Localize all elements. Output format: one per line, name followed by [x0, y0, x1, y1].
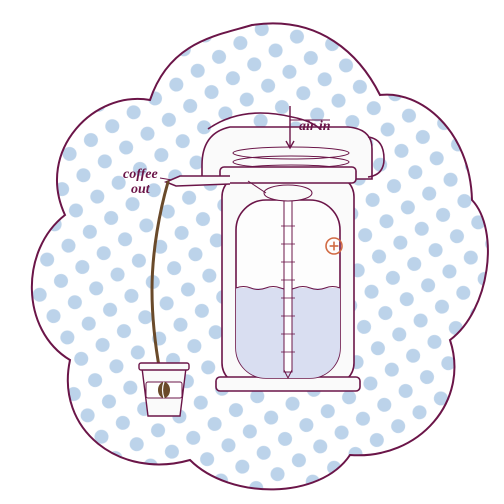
label-air-in: air in: [299, 120, 331, 135]
label-coffee-out: coffee out: [123, 168, 158, 197]
spout: [166, 176, 230, 186]
coffee-bean-icon: [158, 382, 170, 398]
siphon-tube: [284, 196, 292, 372]
collar: [220, 167, 356, 183]
valve-head: [264, 185, 312, 201]
cup-lid: [139, 363, 189, 370]
